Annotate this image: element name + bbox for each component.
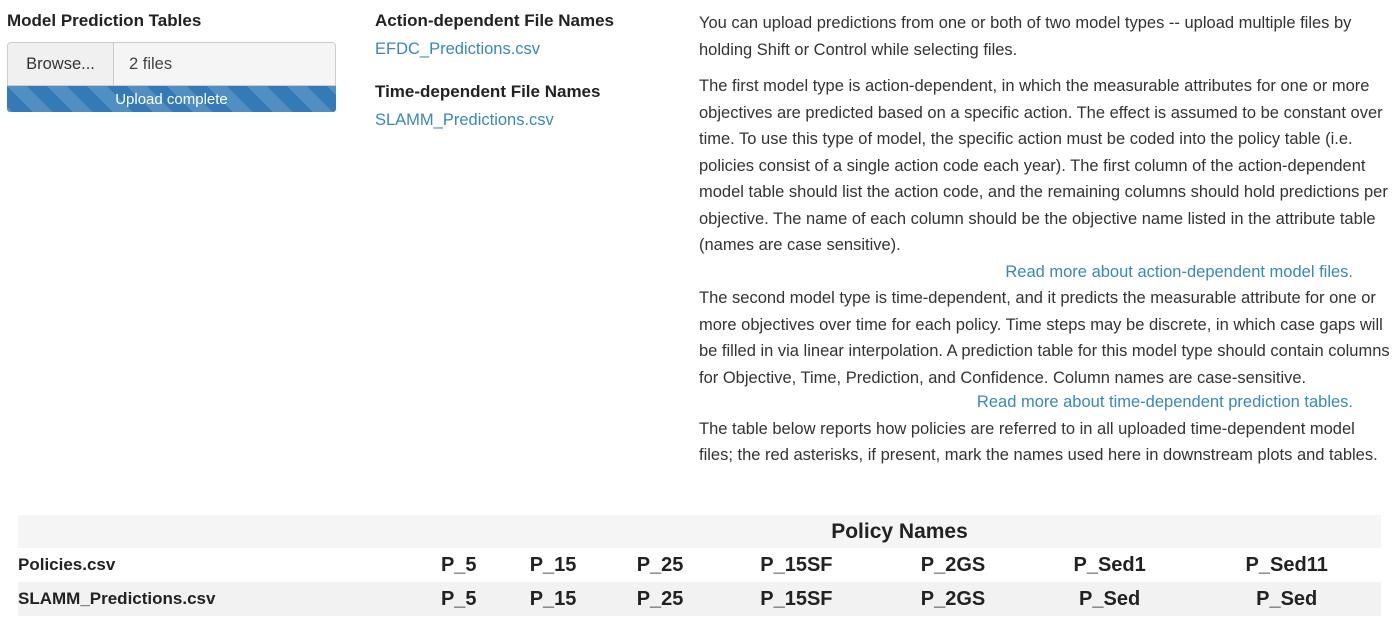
help-paragraph-1: You can upload predictions from one or b… <box>699 14 1352 59</box>
action-dependent-help-link[interactable]: Read more about action-dependent model f… <box>1005 262 1353 281</box>
policy-cell: P_2GS <box>920 587 986 610</box>
policy-cell: P_25 <box>636 587 684 610</box>
policy-cell: P_Sed11 <box>1245 553 1328 576</box>
time-files-title: Time-dependent File Names <box>375 82 601 101</box>
file-input[interactable]: Browse... 2 files <box>7 42 336 86</box>
table-row: Policies.csv P_5 P_15 P_25 P_15SF P_2GS … <box>18 548 1381 582</box>
file-names-panel: Action-dependent File Names EFDC_Predict… <box>375 10 675 131</box>
file-count-display[interactable]: 2 files <box>114 43 335 85</box>
row-name: SLAMM_Predictions.csv <box>18 589 216 608</box>
policy-cell: P_2GS <box>920 553 986 576</box>
help-paragraph-4: The table below reports how policies are… <box>699 419 1378 465</box>
action-files-block: Action-dependent File Names EFDC_Predict… <box>375 10 675 60</box>
policy-table-corner <box>18 515 418 548</box>
policy-cell: P_Sed <box>1079 587 1141 610</box>
policy-names-table: Policy Names Policies.csv P_5 P_15 P_25 … <box>18 515 1381 616</box>
upload-title: Model Prediction Tables <box>7 11 202 30</box>
help-text-panel: You can upload predictions from one or b… <box>699 10 1393 479</box>
upload-progress-bar: Upload complete <box>7 86 336 112</box>
upload-progress-text: Upload complete <box>115 90 228 108</box>
policy-table-header-row: Policy Names <box>18 515 1381 548</box>
policy-cell: P_15 <box>529 587 577 610</box>
policy-cell: P_Sed1 <box>1073 553 1146 576</box>
time-dependent-help-link[interactable]: Read more about time-dependent predictio… <box>976 393 1353 411</box>
policy-table-header: Policy Names <box>831 519 968 543</box>
policy-cell: P_Sed <box>1256 587 1318 610</box>
action-file-link[interactable]: EFDC_Predictions.csv <box>375 40 541 58</box>
browse-button[interactable]: Browse... <box>8 43 114 85</box>
policy-cell: P_15 <box>529 553 577 576</box>
help-paragraph-3: The second model type is time-dependent,… <box>699 289 1390 387</box>
table-row: SLAMM_Predictions.csv P_5 P_15 P_25 P_15… <box>18 582 1381 616</box>
policy-cell: P_15SF <box>760 587 833 610</box>
policy-cell: P_5 <box>440 553 477 576</box>
policy-cell: P_25 <box>636 553 684 576</box>
time-file-link[interactable]: SLAMM_Predictions.csv <box>375 111 554 129</box>
row-name: Policies.csv <box>18 555 116 574</box>
action-files-title: Action-dependent File Names <box>375 11 614 30</box>
help-paragraph-2: The first model type is action-dependent… <box>699 77 1388 254</box>
policy-cell: P_5 <box>440 587 477 610</box>
time-files-block: Time-dependent File Names SLAMM_Predicti… <box>375 81 675 131</box>
upload-panel: Model Prediction Tables Browse... 2 file… <box>7 10 336 112</box>
policy-cell: P_15SF <box>760 553 833 576</box>
